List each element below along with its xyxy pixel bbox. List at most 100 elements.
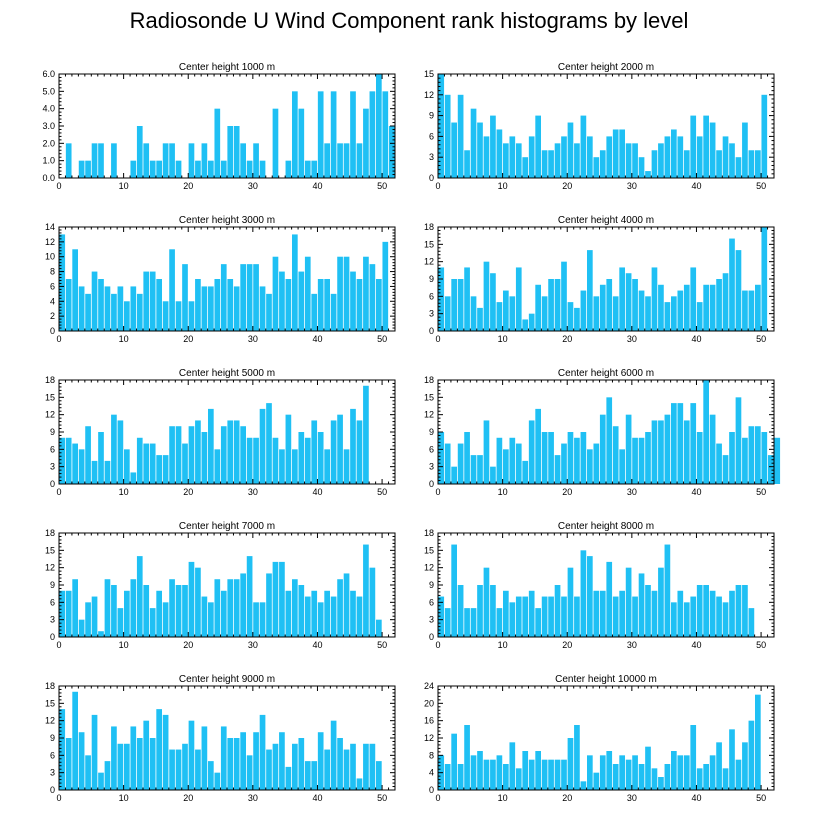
bar: [272, 743, 279, 790]
bar: [304, 160, 311, 178]
y-tick-label: 24: [424, 681, 434, 691]
bar: [477, 751, 483, 790]
bar: [246, 437, 253, 484]
bar: [683, 284, 690, 331]
y-tick-label: 12: [424, 733, 434, 743]
panel-1: Center height 1000 m 0 10 20 30 40 50 0.0 1.0 2.0…: [42, 62, 396, 191]
y-tick-label: 5.0: [42, 86, 55, 96]
bar: [619, 590, 625, 637]
y-tick-label: 6: [429, 291, 434, 301]
bar: [612, 426, 619, 484]
bar: [98, 432, 104, 484]
bar: [311, 590, 318, 637]
bar: [343, 256, 350, 331]
bar: [376, 74, 382, 178]
bar: [632, 755, 638, 790]
bar: [632, 437, 638, 484]
bar: [709, 284, 716, 331]
bar: [246, 755, 253, 790]
bar: [220, 590, 227, 637]
bar: [483, 567, 490, 637]
bar: [651, 420, 658, 484]
bar: [330, 420, 337, 484]
bar: [214, 449, 221, 484]
bar: [451, 544, 457, 637]
y-tick-label: 0: [429, 785, 434, 795]
bar: [91, 271, 98, 331]
bar: [117, 608, 124, 637]
bar: [259, 286, 266, 331]
bar: [503, 449, 509, 484]
bar: [292, 449, 298, 484]
y-tick-label: 15: [45, 545, 55, 555]
x-tick-label: 40: [312, 487, 322, 497]
bar: [561, 443, 567, 484]
y-tick-label: 0: [429, 326, 434, 336]
x-tick-label: 50: [756, 181, 766, 191]
bar: [285, 766, 292, 790]
x-tick-label: 30: [627, 181, 637, 191]
bar: [85, 426, 91, 484]
bar: [477, 307, 483, 331]
bar: [98, 631, 104, 637]
bar: [677, 136, 684, 178]
bar: [470, 296, 477, 331]
bar: [124, 301, 130, 331]
bar: [742, 290, 748, 331]
bar: [503, 764, 509, 790]
x-tick-label: 20: [183, 181, 193, 191]
y-tick-label: 12: [424, 90, 434, 100]
bar: [515, 768, 522, 790]
x-tick-label: 30: [248, 640, 258, 650]
bar: [522, 751, 529, 790]
x-tick-label: 0: [56, 334, 61, 344]
bar: [671, 129, 677, 178]
bar: [253, 602, 259, 637]
y-tick-label: 3: [429, 152, 434, 162]
bar: [580, 550, 587, 637]
bar: [677, 755, 684, 790]
y-tick-label: 9: [50, 427, 55, 437]
bar: [279, 732, 285, 790]
bar: [606, 397, 613, 484]
y-tick-label: 3: [50, 768, 55, 778]
bar: [298, 432, 305, 484]
bar: [85, 160, 91, 178]
bar: [117, 743, 124, 790]
bar: [149, 443, 156, 484]
bar: [259, 714, 266, 790]
panel-title: Center height 2000 m: [558, 62, 654, 73]
bar: [169, 143, 175, 178]
bar: [464, 150, 470, 178]
bar: [438, 74, 445, 178]
bar: [638, 290, 645, 331]
y-tick-label: 18: [424, 222, 434, 232]
bar: [227, 420, 234, 484]
y-tick-label: 2: [50, 311, 55, 321]
bar: [156, 160, 162, 178]
bar: [136, 126, 143, 178]
bar: [72, 249, 78, 331]
x-tick-label: 20: [562, 181, 572, 191]
bar: [451, 279, 457, 331]
bar: [376, 619, 382, 637]
bar: [722, 455, 729, 484]
bar: [554, 759, 561, 790]
bar: [59, 234, 66, 331]
bar: [548, 596, 554, 637]
bar: [464, 608, 470, 637]
x-tick-label: 50: [377, 793, 387, 803]
bar: [369, 567, 376, 637]
bar: [567, 122, 574, 178]
panel-9: Center height 9000 m 0 10 20 30 40 50 0 3 6 9 12 15 1…: [45, 674, 396, 803]
panel-title: Center height 8000 m: [558, 521, 654, 532]
bar: [574, 596, 580, 637]
y-tick-label: 15: [45, 392, 55, 402]
bar: [483, 759, 490, 790]
bar: [272, 561, 279, 637]
bar: [722, 768, 729, 790]
bar: [761, 94, 768, 178]
bar: [330, 596, 337, 637]
bar: [285, 414, 292, 484]
bar: [130, 286, 137, 331]
